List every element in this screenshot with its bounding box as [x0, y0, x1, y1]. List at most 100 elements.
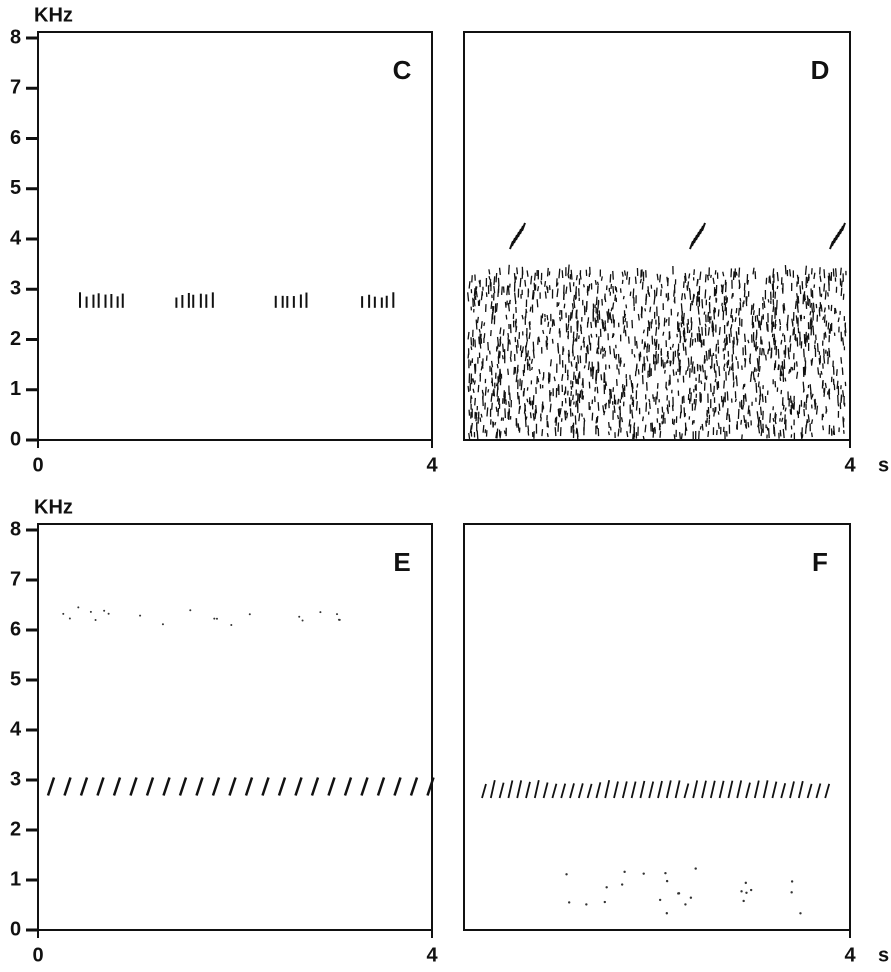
sonogram-trace — [578, 335, 580, 340]
sonogram-trace — [645, 295, 648, 306]
sonogram-trace — [815, 405, 819, 415]
sonogram-trace — [779, 377, 782, 381]
sonogram-trace — [665, 387, 668, 391]
sonogram-trace — [327, 777, 336, 796]
sonogram-trace — [600, 276, 603, 281]
sonogram-trace — [538, 368, 541, 375]
sonogram-trace — [738, 267, 741, 278]
sonogram-trace — [683, 783, 690, 799]
sonogram-trace — [129, 777, 138, 796]
sonogram-trace — [575, 427, 578, 434]
sonogram-trace — [824, 783, 831, 799]
sonogram-trace — [556, 288, 559, 298]
sonogram-trace — [509, 356, 512, 362]
sonogram-trace — [812, 302, 815, 313]
sonogram-trace — [579, 324, 583, 335]
sonogram-trace — [526, 358, 530, 367]
sonogram-trace — [721, 285, 723, 293]
y-tick-label: 3 — [10, 278, 21, 300]
sonogram-trace — [527, 425, 530, 432]
sonogram-trace — [752, 321, 755, 328]
sonogram-trace — [507, 780, 514, 799]
sonogram-speck — [189, 609, 192, 612]
sonogram-trace — [615, 286, 618, 293]
sonogram-trace — [479, 417, 482, 422]
sonogram-trace — [774, 420, 777, 425]
sonogram-trace — [495, 382, 499, 387]
sonogram-trace — [667, 293, 670, 300]
sonogram-trace — [713, 309, 716, 320]
sonogram-trace — [754, 341, 758, 351]
sonogram-trace — [575, 361, 578, 369]
sonogram-trace — [756, 314, 759, 322]
sonogram-speck — [790, 880, 794, 883]
sonogram-trace — [482, 425, 485, 433]
sonogram-trace — [603, 326, 606, 332]
sonogram-trace — [614, 294, 617, 302]
sonogram-trace — [491, 402, 493, 410]
sonogram-trace — [809, 384, 812, 395]
sonogram-trace — [656, 391, 659, 400]
sonogram-trace — [723, 367, 726, 372]
sonogram-trace — [692, 294, 696, 300]
sonogram-trace — [610, 307, 613, 312]
sonogram-trace — [791, 403, 795, 410]
sonogram-trace — [757, 320, 760, 329]
panel-label: C — [393, 55, 412, 85]
sonogram-trace — [542, 782, 549, 799]
sonogram-trace — [574, 338, 577, 342]
sonogram-trace — [809, 311, 812, 316]
sonogram-trace — [526, 398, 529, 403]
sonogram-trace — [816, 343, 819, 353]
sonogram-trace — [784, 377, 787, 382]
sonogram-trace — [805, 334, 808, 341]
sonogram-trace — [604, 382, 607, 390]
sonogram-trace — [660, 283, 663, 289]
sonogram-trace — [789, 781, 795, 799]
sonogram-speck — [749, 888, 753, 892]
sonogram-trace — [763, 300, 766, 308]
sonogram-speck — [161, 623, 164, 626]
sonogram-trace — [476, 430, 479, 440]
sonogram-trace — [841, 222, 846, 232]
sonogram-trace — [641, 281, 644, 290]
sonogram-trace — [744, 358, 747, 368]
sonogram-trace — [673, 434, 676, 440]
sonogram-trace — [481, 783, 487, 799]
sonogram-trace — [780, 783, 787, 799]
sonogram-trace — [635, 401, 638, 411]
sonogram-trace — [568, 349, 571, 357]
sonogram-trace — [835, 369, 838, 377]
sonogram-trace — [467, 385, 470, 393]
sonogram-trace — [707, 431, 710, 438]
sonogram-trace — [490, 301, 493, 309]
sonogram-trace — [577, 783, 584, 799]
sonogram-speck — [665, 879, 669, 883]
sonogram-trace — [803, 291, 806, 296]
sonogram-trace — [597, 336, 600, 346]
sonogram-trace — [612, 270, 614, 280]
sonogram-trace — [595, 347, 599, 354]
sonogram-trace — [803, 348, 805, 358]
sonogram-trace — [762, 348, 765, 356]
sonogram-trace — [565, 412, 569, 419]
sonogram-trace — [472, 388, 475, 394]
sonogram-trace — [730, 324, 733, 329]
sonogram-trace — [705, 375, 708, 381]
sonogram-trace — [525, 781, 531, 799]
sonogram-speck — [68, 617, 71, 620]
sonogram-trace — [516, 391, 519, 400]
sonogram-trace — [728, 366, 731, 372]
sonogram-trace — [622, 387, 625, 398]
sonogram-trace — [800, 432, 803, 441]
sonogram-trace — [532, 341, 535, 352]
sonogram-trace — [488, 275, 491, 280]
sonogram-trace — [651, 335, 654, 345]
sonogram-trace — [662, 359, 665, 369]
sonogram-trace — [824, 290, 827, 300]
sonogram-trace — [779, 325, 782, 331]
sonogram-trace — [799, 314, 802, 322]
sonogram-trace — [773, 363, 776, 371]
sonogram-trace — [563, 303, 566, 309]
sonogram-trace — [617, 353, 620, 364]
